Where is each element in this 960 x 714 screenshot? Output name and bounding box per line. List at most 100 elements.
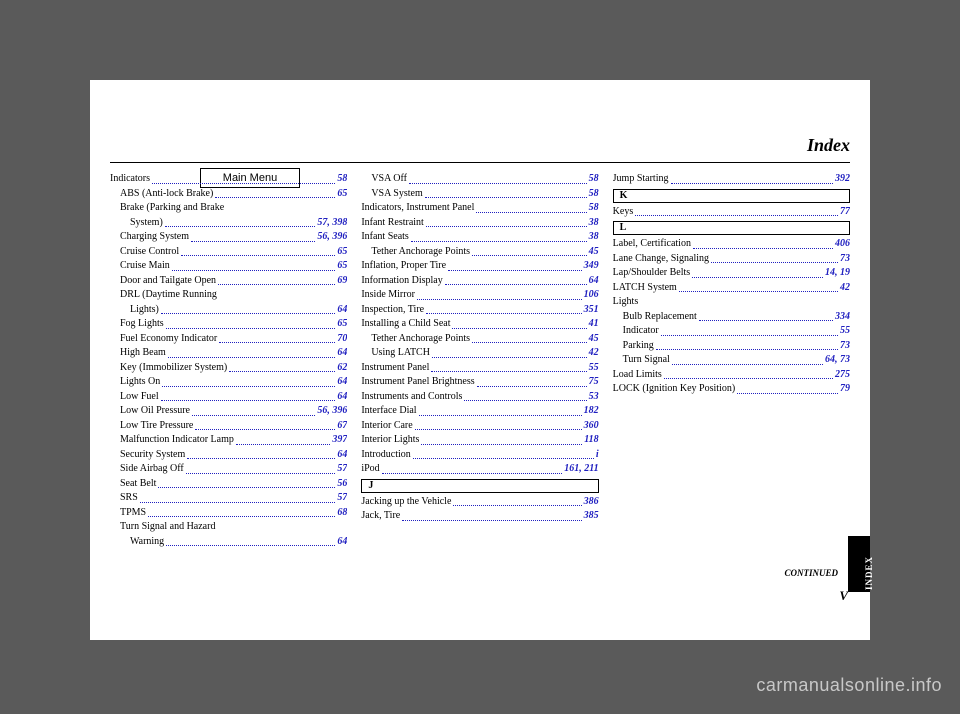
index-entry-pages[interactable]: 56, 396: [317, 404, 347, 419]
index-entry-pages[interactable]: 385: [584, 509, 599, 524]
index-entry-pages[interactable]: 42: [840, 281, 850, 296]
index-entry[interactable]: Keys77: [613, 205, 850, 220]
index-entry-pages[interactable]: 161, 211: [564, 462, 598, 477]
index-entry[interactable]: Warning64: [110, 535, 347, 550]
index-entry[interactable]: Lights)64: [110, 303, 347, 318]
index-entry[interactable]: SRS57: [110, 491, 347, 506]
index-entry-pages[interactable]: 62: [337, 361, 347, 376]
index-entry[interactable]: Interface Dial182: [361, 404, 598, 419]
index-entry[interactable]: LOCK (Ignition Key Position)79: [613, 382, 850, 397]
index-entry-pages[interactable]: 57, 398: [317, 216, 347, 231]
index-entry[interactable]: DRL (Daytime Running: [110, 288, 347, 303]
index-entry[interactable]: iPod161, 211: [361, 462, 598, 477]
index-entry[interactable]: Tether Anchorage Points45: [361, 332, 598, 347]
index-entry[interactable]: Brake (Parking and Brake: [110, 201, 347, 216]
index-entry-pages[interactable]: 57: [337, 462, 347, 477]
index-entry[interactable]: Tether Anchorage Points45: [361, 245, 598, 260]
index-entry-pages[interactable]: 397: [332, 433, 347, 448]
index-entry-pages[interactable]: 182: [584, 404, 599, 419]
index-entry[interactable]: Lane Change, Signaling73: [613, 252, 850, 267]
index-entry[interactable]: Instrument Panel55: [361, 361, 598, 376]
index-entry-pages[interactable]: 58: [589, 201, 599, 216]
index-entry[interactable]: Security System64: [110, 448, 347, 463]
index-entry-pages[interactable]: 64: [337, 346, 347, 361]
index-entry[interactable]: Low Fuel64: [110, 390, 347, 405]
index-entry[interactable]: Lights On64: [110, 375, 347, 390]
index-entry-pages[interactable]: 64: [337, 448, 347, 463]
index-entry[interactable]: Low Oil Pressure56, 396: [110, 404, 347, 419]
index-entry-pages[interactable]: 55: [840, 324, 850, 339]
index-entry-pages[interactable]: 41: [589, 317, 599, 332]
index-entry-pages[interactable]: 45: [589, 245, 599, 260]
index-entry-pages[interactable]: 64: [337, 375, 347, 390]
index-entry[interactable]: Side Airbag Off57: [110, 462, 347, 477]
index-entry[interactable]: Parking73: [613, 339, 850, 354]
index-entry[interactable]: Indicators58: [110, 172, 347, 187]
index-entry-pages[interactable]: 58: [589, 187, 599, 202]
index-entry[interactable]: Jacking up the Vehicle386: [361, 495, 598, 510]
index-entry[interactable]: Malfunction Indicator Lamp397: [110, 433, 347, 448]
index-entry[interactable]: Seat Belt56: [110, 477, 347, 492]
index-entry-pages[interactable]: 275: [835, 368, 850, 383]
index-entry[interactable]: Installing a Child Seat41: [361, 317, 598, 332]
index-entry[interactable]: Key (Immobilizer System)62: [110, 361, 347, 376]
index-entry-pages[interactable]: i: [596, 448, 599, 463]
index-entry-pages[interactable]: 58: [589, 172, 599, 187]
index-entry-pages[interactable]: 53: [589, 390, 599, 405]
index-entry[interactable]: Lights: [613, 295, 850, 310]
index-entry[interactable]: Jump Starting392: [613, 172, 850, 187]
index-entry-pages[interactable]: 64: [337, 535, 347, 550]
index-entry-pages[interactable]: 57: [337, 491, 347, 506]
index-entry-pages[interactable]: 360: [584, 419, 599, 434]
index-entry-pages[interactable]: 106: [584, 288, 599, 303]
index-entry-pages[interactable]: 392: [835, 172, 850, 187]
index-entry-pages[interactable]: 118: [584, 433, 598, 448]
index-entry-pages[interactable]: 55: [589, 361, 599, 376]
index-entry[interactable]: Instruments and Controls53: [361, 390, 598, 405]
index-entry-pages[interactable]: 64: [337, 303, 347, 318]
index-entry[interactable]: Indicators, Instrument Panel58: [361, 201, 598, 216]
index-entry-pages[interactable]: 75: [589, 375, 599, 390]
index-entry-pages[interactable]: 69: [337, 274, 347, 289]
index-entry[interactable]: Bulb Replacement334: [613, 310, 850, 325]
index-entry[interactable]: Cruise Main65: [110, 259, 347, 274]
index-entry-pages[interactable]: 45: [589, 332, 599, 347]
index-entry[interactable]: VSA Off58: [361, 172, 598, 187]
index-entry-pages[interactable]: 64, 73: [825, 353, 850, 368]
index-entry-pages[interactable]: 64: [337, 390, 347, 405]
index-entry-pages[interactable]: 58: [337, 172, 347, 187]
index-entry[interactable]: System)57, 398: [110, 216, 347, 231]
index-entry-pages[interactable]: 65: [337, 317, 347, 332]
index-entry-pages[interactable]: 65: [337, 187, 347, 202]
index-entry[interactable]: Low Tire Pressure67: [110, 419, 347, 434]
index-entry-pages[interactable]: 65: [337, 245, 347, 260]
index-entry-pages[interactable]: 38: [589, 230, 599, 245]
index-entry-pages[interactable]: 79: [840, 382, 850, 397]
index-entry[interactable]: Lap/Shoulder Belts14, 19: [613, 266, 850, 281]
index-entry[interactable]: Jack, Tire385: [361, 509, 598, 524]
index-entry[interactable]: Infant Restraint38: [361, 216, 598, 231]
index-entry-pages[interactable]: 73: [840, 339, 850, 354]
index-entry[interactable]: Load Limits275: [613, 368, 850, 383]
index-entry[interactable]: Indicator55: [613, 324, 850, 339]
index-entry-pages[interactable]: 334: [835, 310, 850, 325]
index-entry[interactable]: Inside Mirror106: [361, 288, 598, 303]
index-entry-pages[interactable]: 77: [840, 205, 850, 220]
index-entry[interactable]: TPMS68: [110, 506, 347, 521]
index-entry[interactable]: VSA System58: [361, 187, 598, 202]
index-entry[interactable]: Introductioni: [361, 448, 598, 463]
index-entry[interactable]: ABS (Anti-lock Brake)65: [110, 187, 347, 202]
index-entry[interactable]: Turn Signal64, 73: [613, 353, 850, 368]
index-entry-pages[interactable]: 70: [337, 332, 347, 347]
index-entry[interactable]: Instrument Panel Brightness75: [361, 375, 598, 390]
index-entry[interactable]: Information Display64: [361, 274, 598, 289]
index-entry-pages[interactable]: 73: [840, 252, 850, 267]
index-entry-pages[interactable]: 56, 396: [317, 230, 347, 245]
index-entry[interactable]: LATCH System42: [613, 281, 850, 296]
index-entry[interactable]: Turn Signal and Hazard: [110, 520, 347, 535]
index-entry[interactable]: Interior Lights118: [361, 433, 598, 448]
index-entry[interactable]: Fuel Economy Indicator70: [110, 332, 347, 347]
index-entry-pages[interactable]: 14, 19: [825, 266, 850, 281]
index-entry-pages[interactable]: 349: [584, 259, 599, 274]
index-entry[interactable]: High Beam64: [110, 346, 347, 361]
